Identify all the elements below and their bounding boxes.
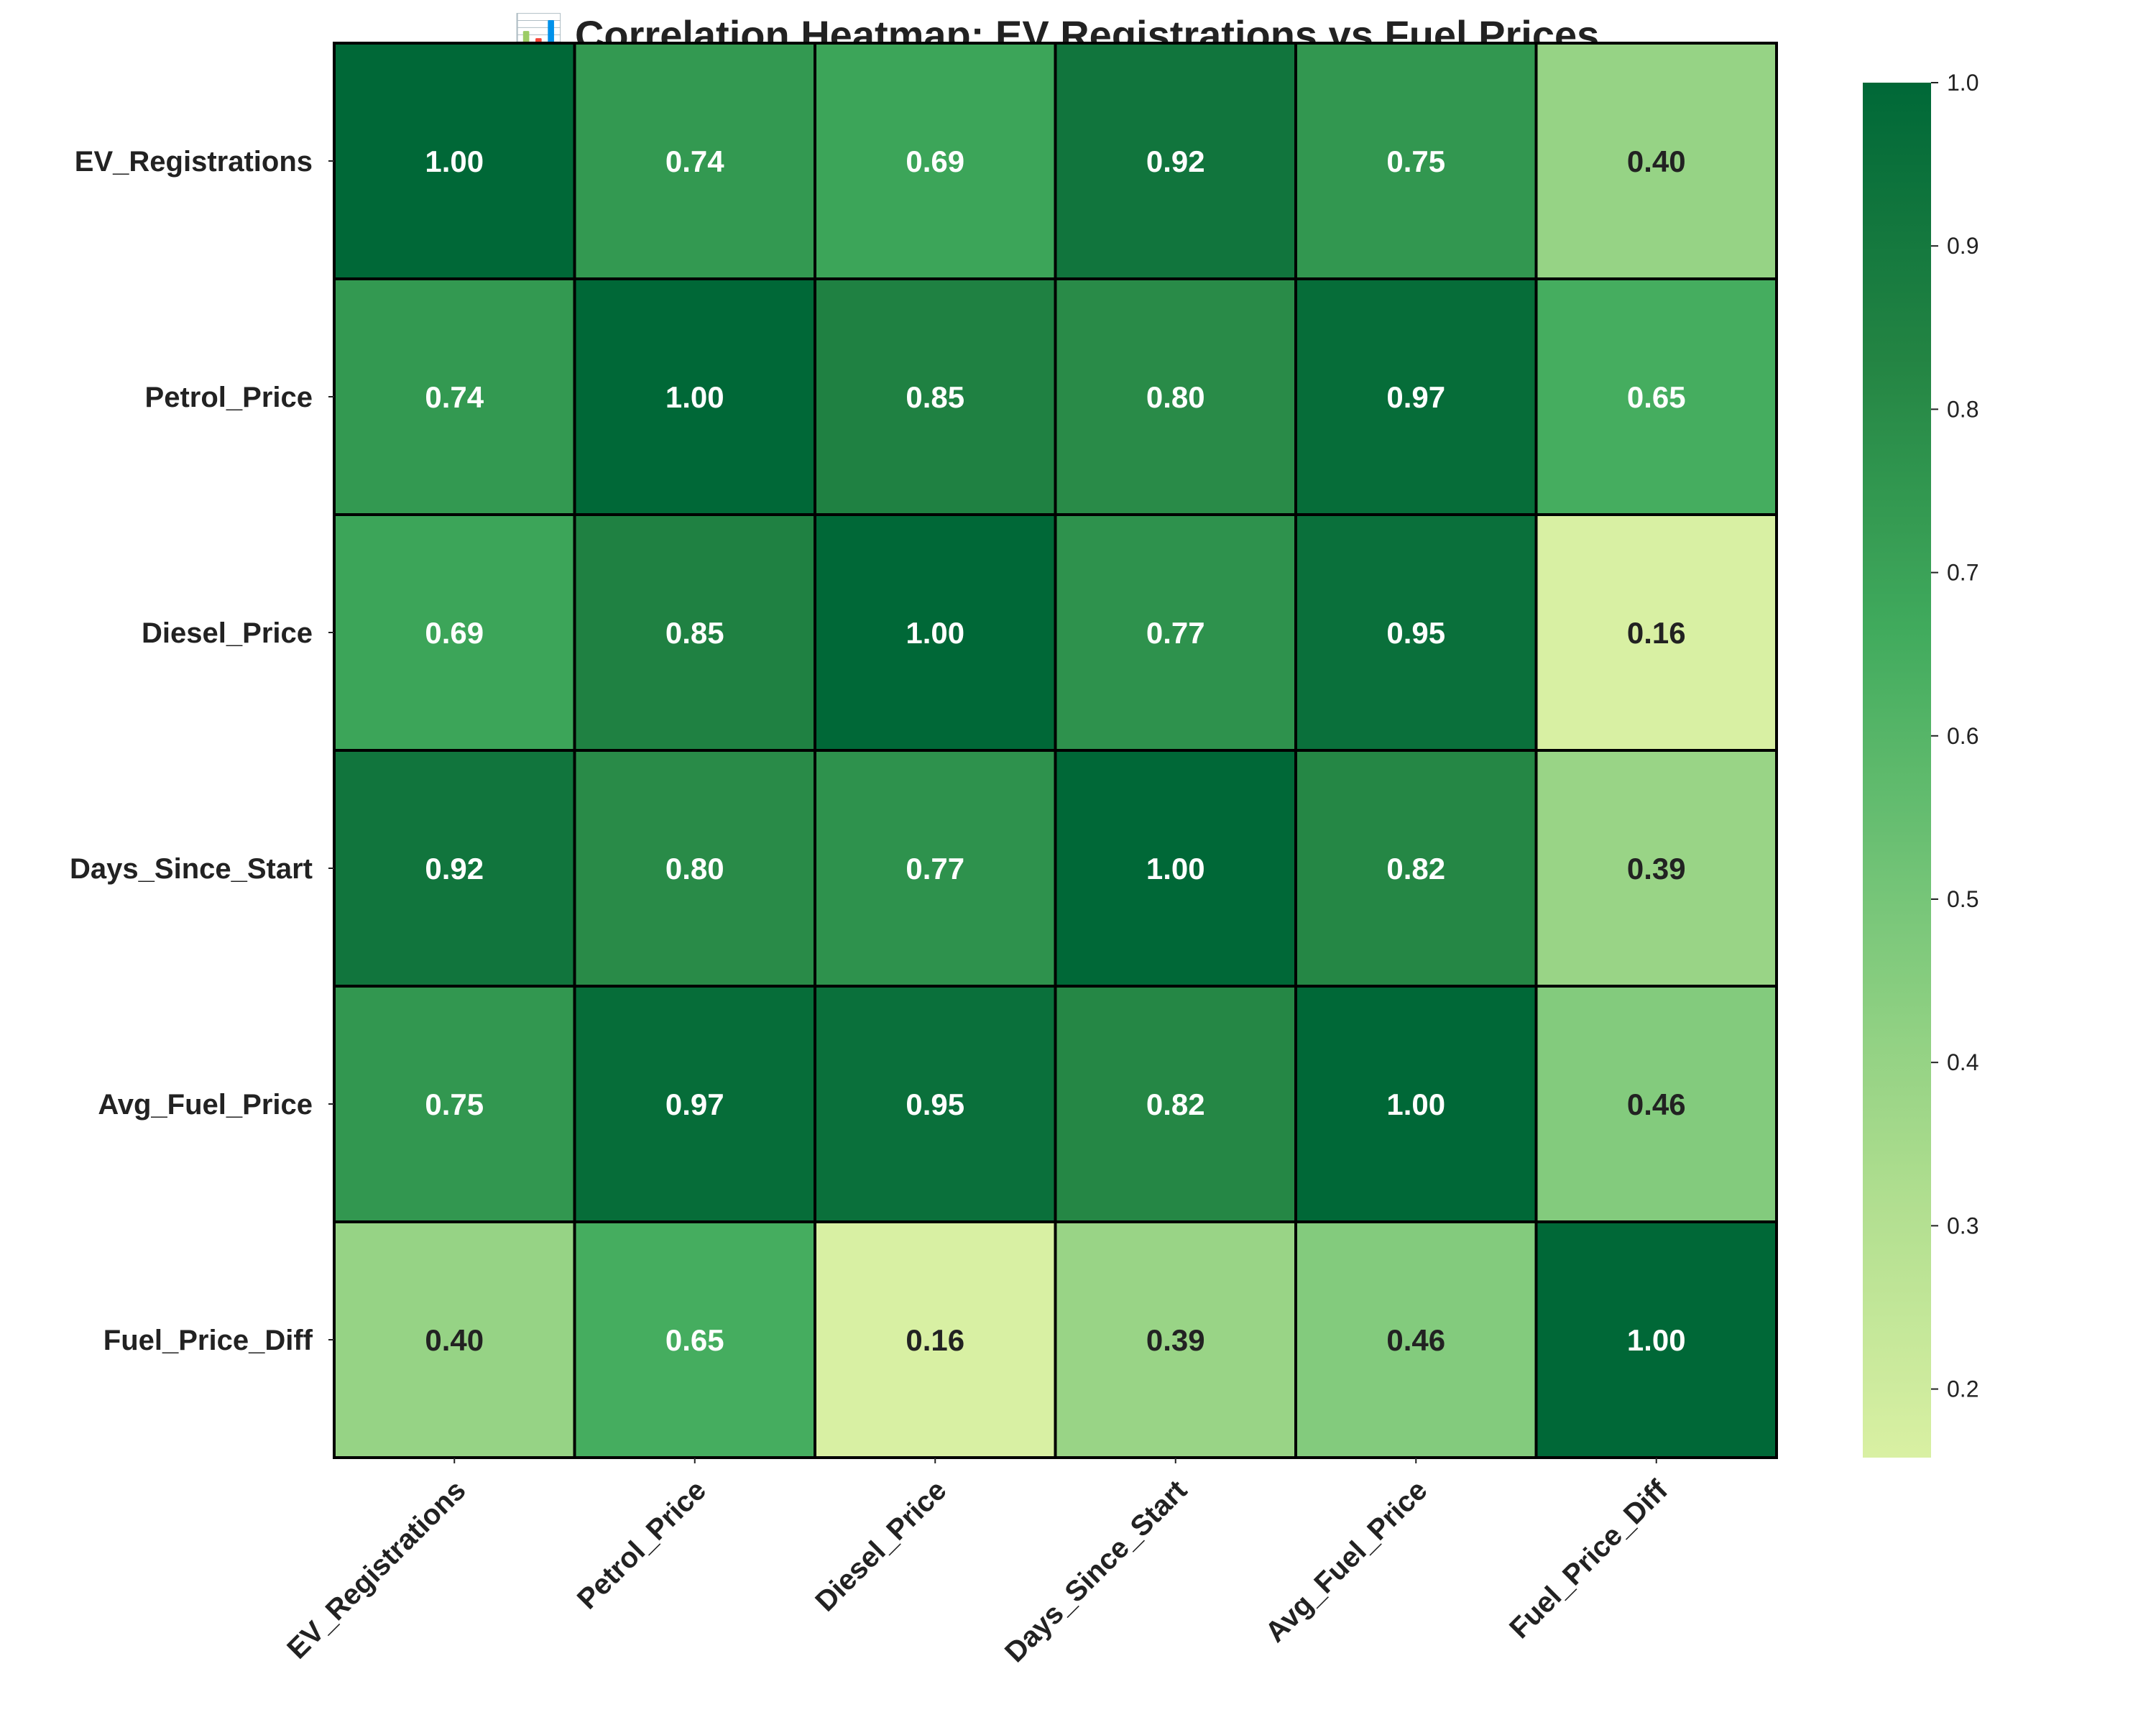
cell-value-label: 0.16 [1627,616,1686,650]
heatmap-cell [1054,749,1297,988]
cell-value-label: 0.82 [1386,852,1445,886]
row-tick-label: EV_Registrations [75,146,313,178]
colorbar-tick-label: 0.9 [1947,233,1978,259]
cell-value-label: 0.77 [906,852,964,886]
heatmap-cell [1534,513,1778,752]
colorbar: 0.2 0.3 0.4 0.5 0.6 0.7 0.8 0.9 1.0 [1863,70,1978,1458]
colorbar-tick-label: 0.6 [1947,723,1978,749]
colorbar-tick-label: 0.8 [1947,396,1978,422]
cell-value-label: 0.39 [1627,852,1686,886]
heatmap-cell [1534,749,1778,988]
heatmap-cell [573,513,816,752]
column-tick-label: Days_Since_Start [999,1474,1193,1668]
cell-value-label: 0.69 [425,616,484,650]
cell-value-label: 0.69 [906,144,964,178]
heatmap-cell [573,749,816,988]
heatmap-cell [573,277,816,516]
cell-value-label: 0.40 [425,1323,484,1357]
cell-value-label: 0.97 [1386,380,1445,414]
cell-value-label: 0.80 [665,852,724,886]
row-tick-label: Fuel_Price_Diff [103,1325,313,1356]
cell-value-label: 0.92 [1146,144,1205,178]
heatmap-cell [814,749,1057,988]
cell-value-label: 0.80 [1146,380,1205,414]
heatmap-cell [333,1220,576,1459]
cell-value-label: 0.46 [1386,1323,1445,1357]
cell-value-label: 0.74 [425,380,484,414]
cell-value-label: 0.85 [665,616,724,650]
heatmap-cell [333,985,576,1223]
cell-value-label: 0.75 [425,1087,484,1121]
heatmap-cell [1054,277,1297,516]
colorbar-tick-label: 0.5 [1947,886,1978,912]
heatmap-cell [1294,749,1538,988]
cell-value-label: 1.00 [906,616,964,650]
cell-value-label: 0.95 [1386,616,1445,650]
heatmap-cell [333,277,576,516]
cell-value-label: 0.40 [1627,144,1686,178]
heatmap-cell [1534,985,1778,1223]
cell-value-label: 0.16 [906,1323,964,1357]
heatmap-cell-labels: 1.00 0.74 0.69 0.92 0.75 0.40 0.74 1.00 0.85 0.80… [425,144,1685,1357]
heatmap-cell [814,42,1057,280]
heatmap-cell [573,985,816,1223]
heatmap-cell [1294,513,1538,752]
colorbar-tick-label: 0.7 [1947,560,1978,586]
row-tick-label: Avg_Fuel_Price [98,1089,313,1121]
cell-value-label: 0.39 [1146,1323,1205,1357]
cell-value-label: 0.75 [1386,144,1445,178]
colorbar-gradient [1863,83,1931,1458]
cell-value-label: 0.74 [665,144,724,178]
heatmap-cell [1534,1220,1778,1459]
column-tick-label: Fuel_Price_Diff [1503,1474,1674,1645]
heatmap-cell [333,749,576,988]
cell-value-label: 0.92 [425,852,484,886]
row-tick-label: Days_Since_Start [70,853,313,885]
column-tick-label: EV_Registrations [281,1474,471,1665]
heatmap-cell [333,513,576,752]
cell-value-label: 0.65 [1627,380,1686,414]
colorbar-tick-label: 0.3 [1947,1213,1978,1238]
cell-value-label: 0.46 [1627,1087,1686,1121]
heatmap-cell [1294,985,1538,1223]
cell-value-label: 1.00 [1146,852,1205,886]
cell-value-label: 0.65 [665,1323,724,1357]
cell-value-label: 0.97 [665,1087,724,1121]
column-tick-labels: EV_Registrations Petrol_Price Diesel_Price… [281,1458,1674,1668]
cell-value-label: 1.00 [425,144,484,178]
row-tick-label: Diesel_Price [142,617,313,649]
heatmap-cell [1054,513,1297,752]
heatmap-cell [814,513,1057,752]
heatmap-cell [573,42,816,280]
row-tick-label: Petrol_Price [145,382,313,413]
cell-value-label: 0.85 [906,380,964,414]
column-tick-label: Avg_Fuel_Price [1259,1474,1433,1648]
cell-value-label: 0.82 [1146,1087,1205,1121]
cell-value-label: 1.00 [665,380,724,414]
column-tick-label: Diesel_Price [809,1474,952,1617]
row-tick-labels: EV_Registrations Petrol_Price Diesel_Price… [70,146,334,1356]
heatmap-cell [1294,1220,1538,1459]
column-tick-label: Petrol_Price [571,1474,712,1615]
heatmap-cell [1534,277,1778,516]
cell-value-label: 0.95 [906,1087,964,1121]
cell-value-label: 1.00 [1627,1323,1686,1357]
colorbar-tick-label: 0.4 [1947,1049,1978,1075]
heatmap-cell [814,277,1057,516]
heatmap-cells [333,42,1778,1459]
heatmap-cell [333,42,576,280]
cell-value-label: 0.77 [1146,616,1205,650]
cell-value-label: 1.00 [1386,1087,1445,1121]
colorbar-tick-label: 0.2 [1947,1376,1978,1402]
colorbar-tick-label: 1.0 [1947,70,1978,96]
